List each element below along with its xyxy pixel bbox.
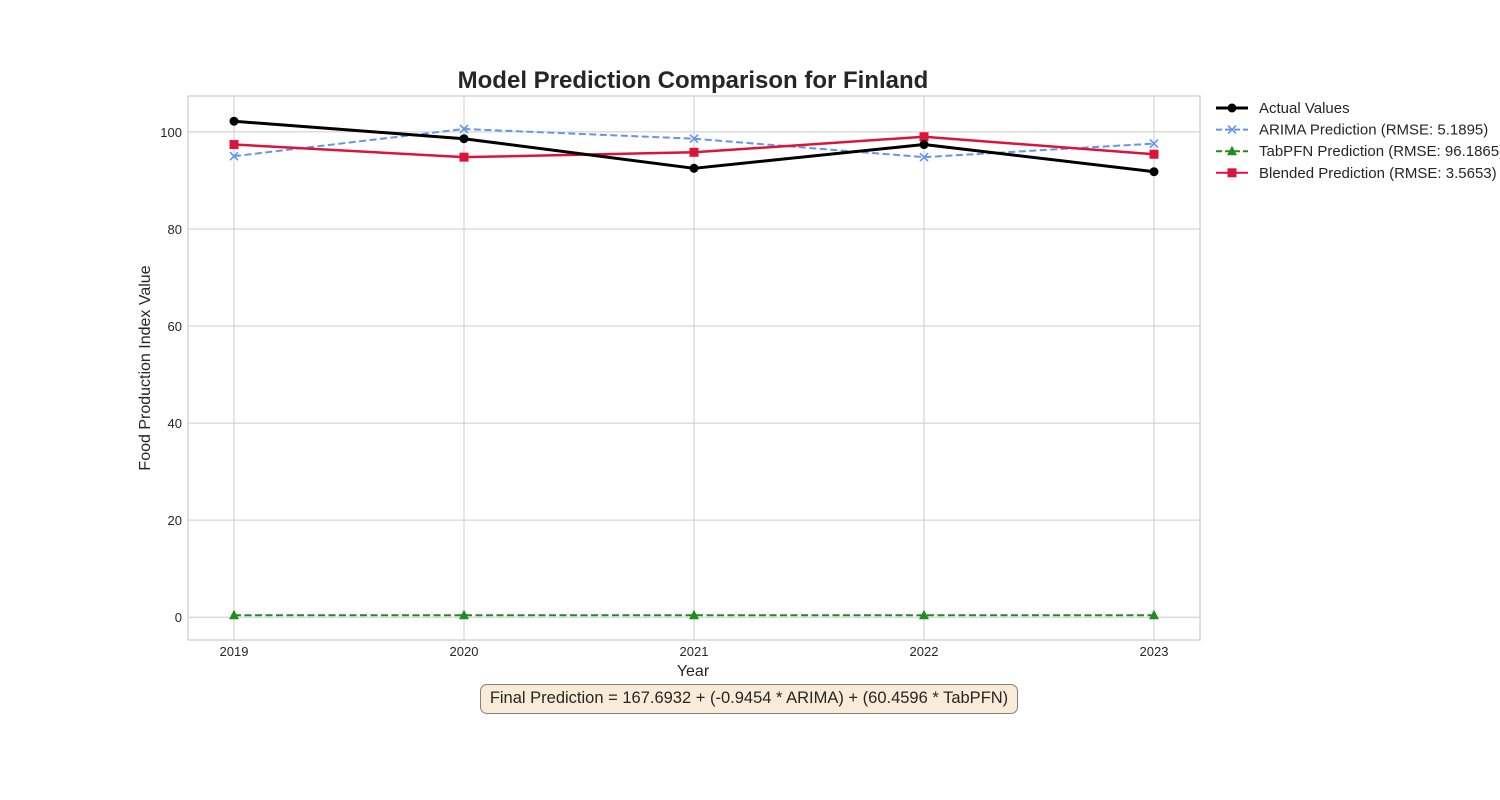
data-point: [919, 132, 929, 142]
y-tick-label: 40: [168, 416, 182, 431]
legend-label: Blended Prediction (RMSE: 3.5653): [1259, 165, 1497, 182]
legend-marker: [1227, 168, 1237, 178]
x-tick-label: 2023: [1140, 644, 1169, 659]
series-3: [229, 132, 1159, 162]
legend-marker: [1227, 125, 1237, 135]
y-tick-label: 100: [160, 125, 182, 140]
data-point: [689, 609, 699, 620]
legend: Actual Values ARIMA Prediction (RMSE: 5.1…: [1216, 100, 1500, 182]
legend-label: TabPFN Prediction (RMSE: 96.1865): [1259, 143, 1500, 160]
grid-lines: [188, 96, 1200, 640]
data-point: [459, 124, 469, 134]
data-point: [919, 152, 929, 162]
data-point: [1149, 167, 1159, 177]
data-point: [459, 609, 469, 620]
x-tick-label: 2019: [220, 644, 249, 659]
formula-annotation: Final Prediction = 167.6932 + (-0.9454 *…: [480, 684, 1018, 714]
legend-item: ARIMA Prediction (RMSE: 5.1895): [1216, 122, 1488, 139]
data-point: [919, 140, 929, 150]
y-tick-label: 20: [168, 513, 182, 528]
data-point: [689, 163, 699, 173]
plot-area-frame: [187, 95, 1201, 641]
tick-labels: 0 20 40 60 80 100 2019 2020 2021 2022 2023: [160, 125, 1168, 659]
y-tick-label: 0: [175, 610, 182, 625]
data-point: [689, 134, 699, 144]
data-point: [1149, 609, 1159, 620]
data-point: [919, 609, 929, 620]
legend-marker: [1227, 145, 1237, 156]
data-point: [689, 147, 699, 157]
legend-marker: [1227, 103, 1237, 113]
legend-label: ARIMA Prediction (RMSE: 5.1895): [1259, 122, 1488, 139]
data-point: [459, 134, 469, 144]
chart-title: Model Prediction Comparison for Finland: [458, 67, 929, 94]
series-2: [229, 609, 1159, 620]
x-axis-label: Year: [677, 663, 710, 680]
y-axis-label: Food Production Index Value: [137, 265, 154, 470]
data-point: [229, 116, 239, 126]
data-point: [229, 140, 239, 150]
y-tick-label: 60: [168, 319, 182, 334]
x-tick-label: 2020: [450, 644, 479, 659]
legend-item: TabPFN Prediction (RMSE: 96.1865): [1216, 143, 1500, 160]
series-layer: [229, 116, 1159, 620]
data-point: [1149, 149, 1159, 159]
legend-item: Actual Values: [1216, 100, 1350, 117]
y-tick-label: 80: [168, 222, 182, 237]
x-tick-label: 2022: [910, 644, 939, 659]
data-point: [229, 151, 239, 161]
data-point: [459, 152, 469, 162]
series-0: [229, 116, 1159, 177]
legend-label: Actual Values: [1259, 100, 1350, 117]
x-tick-label: 2021: [680, 644, 709, 659]
data-point: [1149, 138, 1159, 149]
data-point: [229, 609, 239, 620]
legend-item: Blended Prediction (RMSE: 3.5653): [1216, 165, 1497, 182]
